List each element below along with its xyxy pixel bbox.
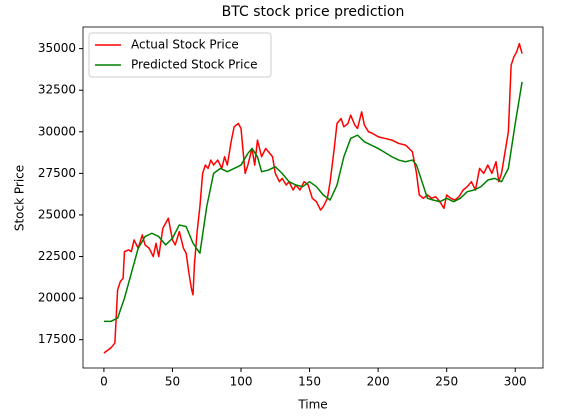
- x-tick-label: 50: [165, 375, 180, 389]
- y-axis-label: Stock Price: [13, 165, 27, 231]
- legend-label: Actual Stock Price: [131, 38, 239, 52]
- x-tick-label: 300: [504, 375, 527, 389]
- y-tick-label: 35000: [38, 41, 76, 55]
- y-tick-label: 27500: [38, 166, 76, 180]
- x-axis-label: Time: [297, 398, 327, 412]
- x-tick-label: 200: [367, 375, 390, 389]
- chart-title: BTC stock price prediction: [222, 4, 405, 20]
- x-tick-label: 0: [100, 375, 108, 389]
- x-tick-label: 100: [230, 375, 253, 389]
- data-line: [103, 81, 523, 323]
- plot-frame: [82, 26, 544, 369]
- y-tick-label: 20000: [38, 291, 76, 305]
- y-tick-label: 30000: [38, 124, 76, 138]
- x-tick-label: 250: [435, 375, 458, 389]
- legend-box: [88, 32, 272, 78]
- y-tick-label: 17500: [38, 332, 76, 346]
- x-tick-label: 150: [298, 375, 321, 389]
- y-tick-label: 25000: [38, 207, 76, 221]
- data-line: [103, 42, 523, 354]
- y-tick-label: 22500: [38, 249, 76, 263]
- legend-label: Predicted Stock Price: [131, 58, 257, 72]
- y-tick-label: 32500: [38, 83, 76, 97]
